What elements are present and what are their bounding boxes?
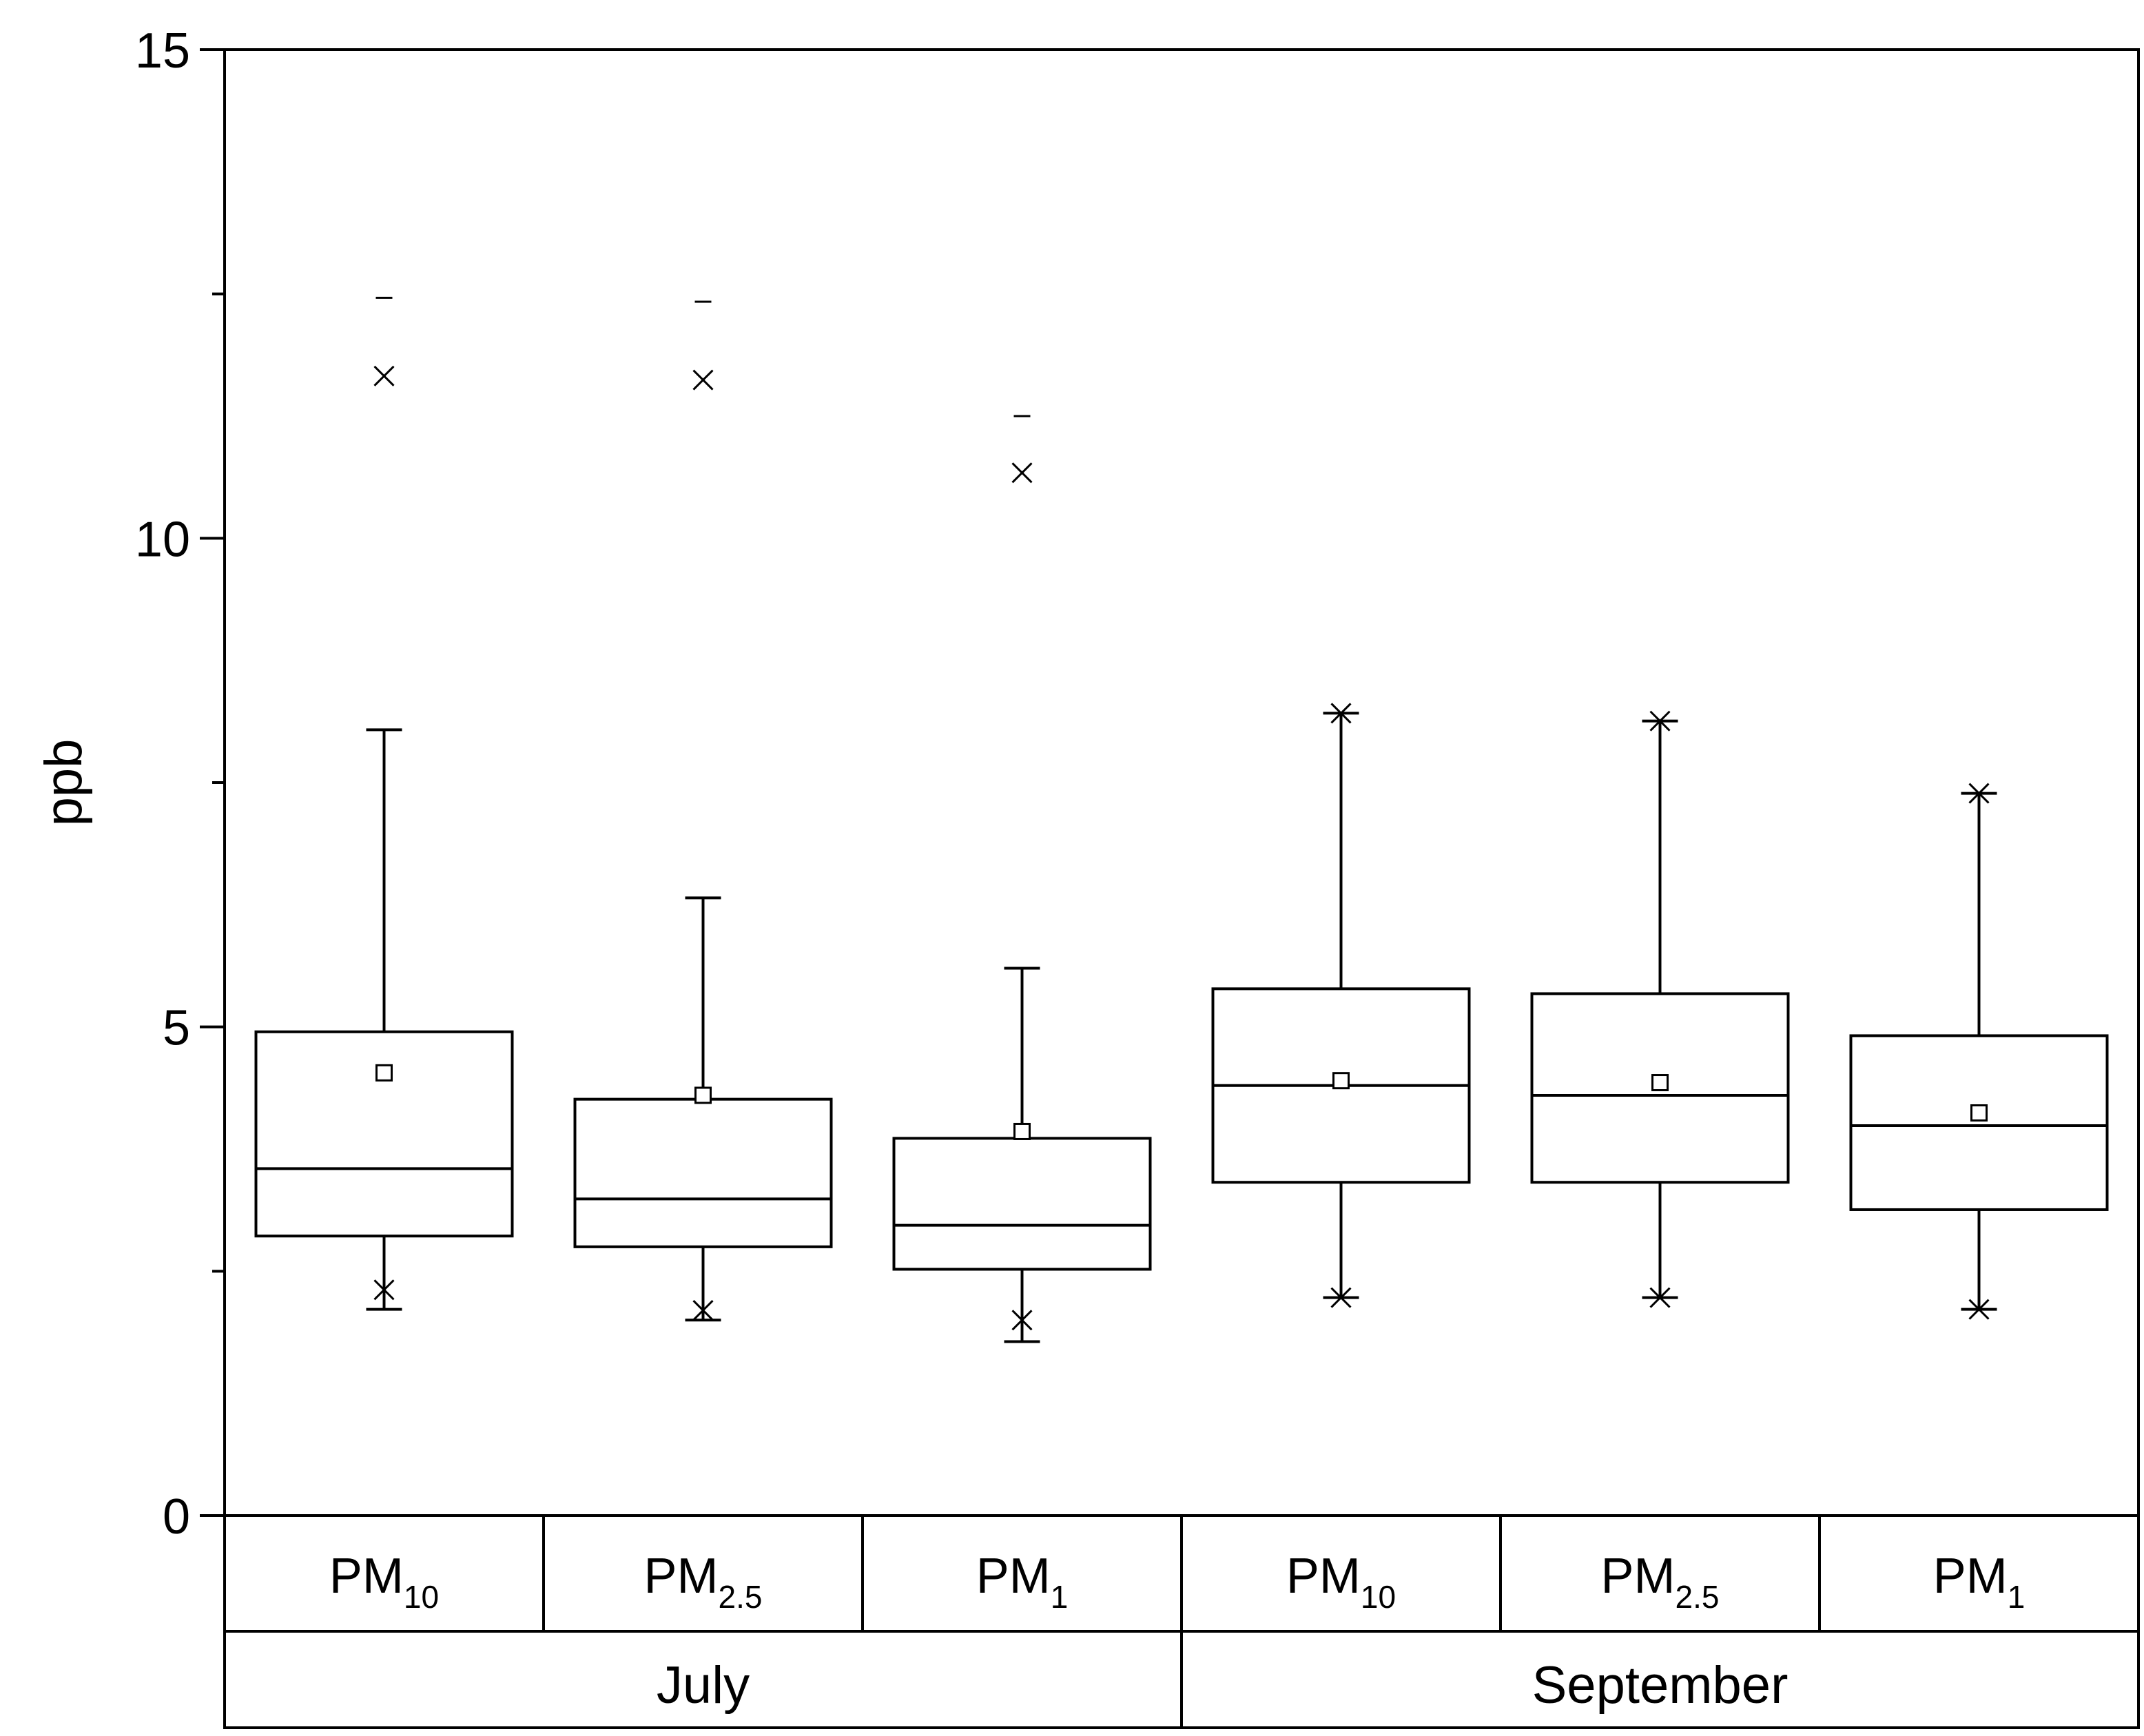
p99-marker (373, 365, 395, 386)
box (573, 1097, 833, 1248)
mean-marker (1970, 1104, 1988, 1122)
mean-marker (1013, 1122, 1031, 1140)
box (892, 1137, 1152, 1271)
p1-marker (1011, 1310, 1033, 1331)
y-tick-label: 15 (135, 23, 190, 79)
category-label: PM1 (1933, 1549, 2026, 1615)
y-tick-label: 0 (163, 1489, 190, 1544)
box (1530, 992, 1790, 1184)
p1-marker (373, 1279, 395, 1301)
p99-marker (1330, 703, 1352, 724)
box (1849, 1034, 2109, 1211)
group-label: July (657, 1656, 750, 1715)
category-label: PM2.5 (1601, 1549, 1720, 1615)
plot-frame (223, 48, 2140, 1517)
category-label: PM1 (976, 1549, 1069, 1615)
box (254, 1030, 514, 1238)
p1-marker (692, 1300, 714, 1321)
p1-marker (1968, 1299, 1990, 1320)
mean-marker (375, 1064, 393, 1082)
mean-marker (1332, 1072, 1350, 1090)
y-axis-label: ppb (34, 739, 93, 827)
mean-marker (694, 1086, 712, 1104)
category-label: PM2.5 (644, 1549, 763, 1615)
y-tick-label: 5 (163, 1001, 190, 1056)
p99-marker (1011, 462, 1033, 484)
p99-marker (692, 369, 714, 391)
y-tick-label: 10 (135, 512, 190, 567)
p99-marker (1968, 783, 1990, 804)
group-label: September (1532, 1656, 1789, 1715)
category-label: PM10 (329, 1549, 439, 1615)
p1-marker (1649, 1287, 1671, 1308)
mean-marker (1651, 1074, 1669, 1092)
p1-marker (1330, 1287, 1352, 1308)
p99-marker (1649, 710, 1671, 732)
category-label: PM10 (1286, 1549, 1396, 1615)
